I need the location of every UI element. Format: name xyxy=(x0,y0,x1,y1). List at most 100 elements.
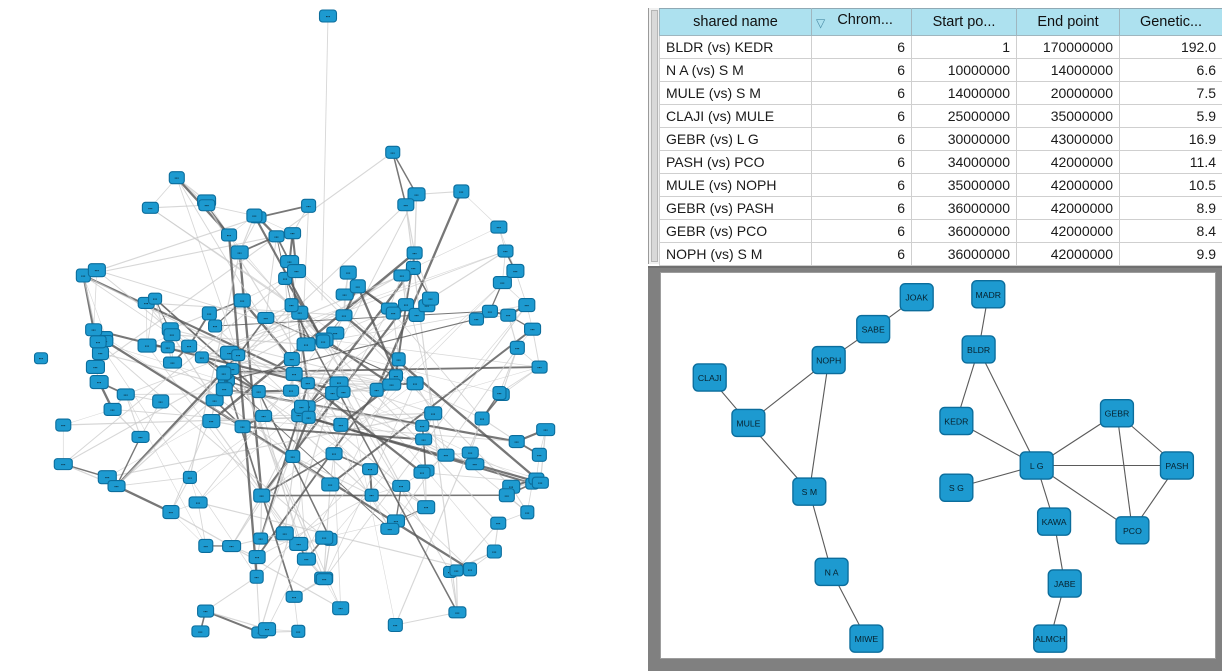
main-network-node[interactable]: ▪▪▪ xyxy=(393,480,410,491)
sub-network-node-miwe[interactable]: MIWE xyxy=(850,625,883,652)
table-header-row[interactable]: shared name▽Chrom...Start po...End point… xyxy=(660,9,1222,36)
main-network-node[interactable]: ▪▪▪ xyxy=(259,623,276,636)
main-network-node[interactable]: ▪▪▪ xyxy=(425,407,442,420)
main-network-node[interactable]: ▪▪▪ xyxy=(388,618,402,631)
main-network-node[interactable]: ▪▪▪ xyxy=(449,607,466,618)
main-network-node[interactable]: ▪▪▪ xyxy=(416,420,429,431)
main-network-node[interactable]: ▪▪▪ xyxy=(464,563,477,576)
main-network-node[interactable]: ▪▪▪ xyxy=(254,489,270,502)
main-network-node[interactable]: ▪▪▪ xyxy=(317,335,330,348)
main-network-node[interactable]: ▪▪▪ xyxy=(132,431,149,442)
main-network-node[interactable]: ▪▪▪ xyxy=(416,434,432,445)
table-cell-chromosome[interactable]: 6 xyxy=(812,59,912,82)
main-network-node[interactable]: ▪▪▪ xyxy=(90,336,106,348)
table-cell-shared_name[interactable]: GEBR (vs) PCO xyxy=(660,220,812,243)
main-network-node[interactable]: ▪▪▪ xyxy=(54,459,72,470)
table-cell-end_point[interactable]: 170000000 xyxy=(1017,36,1120,59)
main-network-node[interactable]: ▪▪▪ xyxy=(334,418,348,431)
table-cell-genetic[interactable]: 10.5 xyxy=(1120,174,1222,197)
main-network-node[interactable]: ▪▪▪ xyxy=(414,467,430,478)
main-network-node[interactable]: ▪▪▪ xyxy=(475,412,489,425)
main-network-node[interactable]: ▪▪▪ xyxy=(392,353,405,366)
main-network-panel[interactable]: ▪▪▪▪▪▪▪▪▪▪▪▪▪▪▪▪▪▪▪▪▪▪▪▪▪▪▪▪▪▪▪▪▪▪▪▪▪▪▪▪… xyxy=(0,0,648,669)
edge-attribute-table[interactable]: shared name▽Chrom...Start po...End point… xyxy=(659,8,1222,266)
main-network-node[interactable]: ▪▪▪ xyxy=(288,265,306,278)
main-network-node[interactable]: ▪▪▪ xyxy=(381,523,399,534)
main-network-node[interactable]: ▪▪▪ xyxy=(316,531,333,544)
table-cell-shared_name[interactable]: CLAJI (vs) MULE xyxy=(660,105,812,128)
sub-network-node-mule[interactable]: MULE xyxy=(732,409,765,436)
main-network-node[interactable]: ▪▪▪ xyxy=(499,489,514,502)
main-network-node[interactable]: ▪▪▪ xyxy=(337,386,350,397)
main-network-node[interactable]: ▪▪▪ xyxy=(320,10,337,22)
table-cell-start_point[interactable]: 36000000 xyxy=(912,197,1017,220)
sub-network-node-sg[interactable]: S G xyxy=(940,474,973,501)
table-cell-start_point[interactable]: 36000000 xyxy=(912,220,1017,243)
table-cell-chromosome[interactable]: 6 xyxy=(812,151,912,174)
main-network-node[interactable]: ▪▪▪ xyxy=(493,387,506,400)
table-cell-end_point[interactable]: 14000000 xyxy=(1017,59,1120,82)
main-network-node[interactable]: ▪▪▪ xyxy=(510,341,524,354)
main-network-node[interactable]: ▪▪▪ xyxy=(117,389,134,400)
main-network-node[interactable]: ▪▪▪ xyxy=(292,625,305,637)
table-cell-end_point[interactable]: 20000000 xyxy=(1017,82,1120,105)
sub-network-node-kawa[interactable]: KAWA xyxy=(1038,508,1071,535)
data-table-panel[interactable]: shared name▽Chrom...Start po...End point… xyxy=(648,8,1222,264)
main-network-node[interactable]: ▪▪▪ xyxy=(142,202,158,213)
table-cell-chromosome[interactable]: 6 xyxy=(812,36,912,59)
main-network-node[interactable]: ▪▪▪ xyxy=(256,410,272,421)
main-network-node[interactable]: ▪▪▪ xyxy=(216,383,232,396)
table-cell-shared_name[interactable]: BLDR (vs) KEDR xyxy=(660,36,812,59)
table-header-start_point[interactable]: Start po... xyxy=(912,9,1017,36)
main-network-node[interactable]: ▪▪▪ xyxy=(276,527,293,540)
main-network-node[interactable]: ▪▪▪ xyxy=(532,477,548,488)
main-network-node[interactable]: ▪▪▪ xyxy=(164,357,182,368)
table-cell-shared_name[interactable]: GEBR (vs) L G xyxy=(660,128,812,151)
main-network-node[interactable]: ▪▪▪ xyxy=(104,403,121,415)
main-network-node[interactable]: ▪▪▪ xyxy=(521,506,534,519)
main-network-node[interactable]: ▪▪▪ xyxy=(222,229,237,241)
main-network-node[interactable]: ▪▪▪ xyxy=(92,347,108,360)
main-network-node[interactable]: ▪▪▪ xyxy=(56,419,71,431)
table-cell-start_point[interactable]: 14000000 xyxy=(912,82,1017,105)
main-network-node[interactable]: ▪▪▪ xyxy=(386,307,400,319)
main-network-node[interactable]: ▪▪▪ xyxy=(232,350,245,361)
table-cell-shared_name[interactable]: N A (vs) S M xyxy=(660,59,812,82)
main-network-node[interactable]: ▪▪▪ xyxy=(462,447,478,458)
main-network-node[interactable]: ▪▪▪ xyxy=(301,378,314,389)
table-cell-shared_name[interactable]: MULE (vs) NOPH xyxy=(660,174,812,197)
main-network-node[interactable]: ▪▪▪ xyxy=(269,231,284,242)
sub-network-node-joak[interactable]: JOAK xyxy=(900,284,933,311)
sub-network-edge[interactable] xyxy=(979,349,1037,465)
table-cell-chromosome[interactable]: 6 xyxy=(812,174,912,197)
main-network-node[interactable]: ▪▪▪ xyxy=(491,517,506,529)
sub-network-edge[interactable] xyxy=(1117,413,1132,530)
table-cell-genetic[interactable]: 7.5 xyxy=(1120,82,1222,105)
main-network-node[interactable]: ▪▪▪ xyxy=(183,471,196,483)
sub-network-node-madr[interactable]: MADR xyxy=(972,281,1005,308)
table-cell-genetic[interactable]: 8.9 xyxy=(1120,197,1222,220)
table-cell-start_point[interactable]: 10000000 xyxy=(912,59,1017,82)
table-cell-chromosome[interactable]: 6 xyxy=(812,197,912,220)
main-network-node[interactable]: ▪▪▪ xyxy=(469,313,483,325)
main-network-node[interactable]: ▪▪▪ xyxy=(487,545,501,558)
main-network-node[interactable]: ▪▪▪ xyxy=(206,395,223,406)
main-network-node[interactable]: ▪▪▪ xyxy=(217,367,231,380)
main-network-node[interactable]: ▪▪▪ xyxy=(418,501,435,514)
main-network-node[interactable]: ▪▪▪ xyxy=(90,376,108,389)
sub-network-node-lg[interactable]: L G xyxy=(1020,452,1053,479)
main-network-node[interactable]: ▪▪▪ xyxy=(199,200,215,211)
main-network-node[interactable]: ▪▪▪ xyxy=(286,367,302,380)
main-network-node[interactable]: ▪▪▪ xyxy=(532,361,547,373)
main-network-node[interactable]: ▪▪▪ xyxy=(234,294,250,307)
